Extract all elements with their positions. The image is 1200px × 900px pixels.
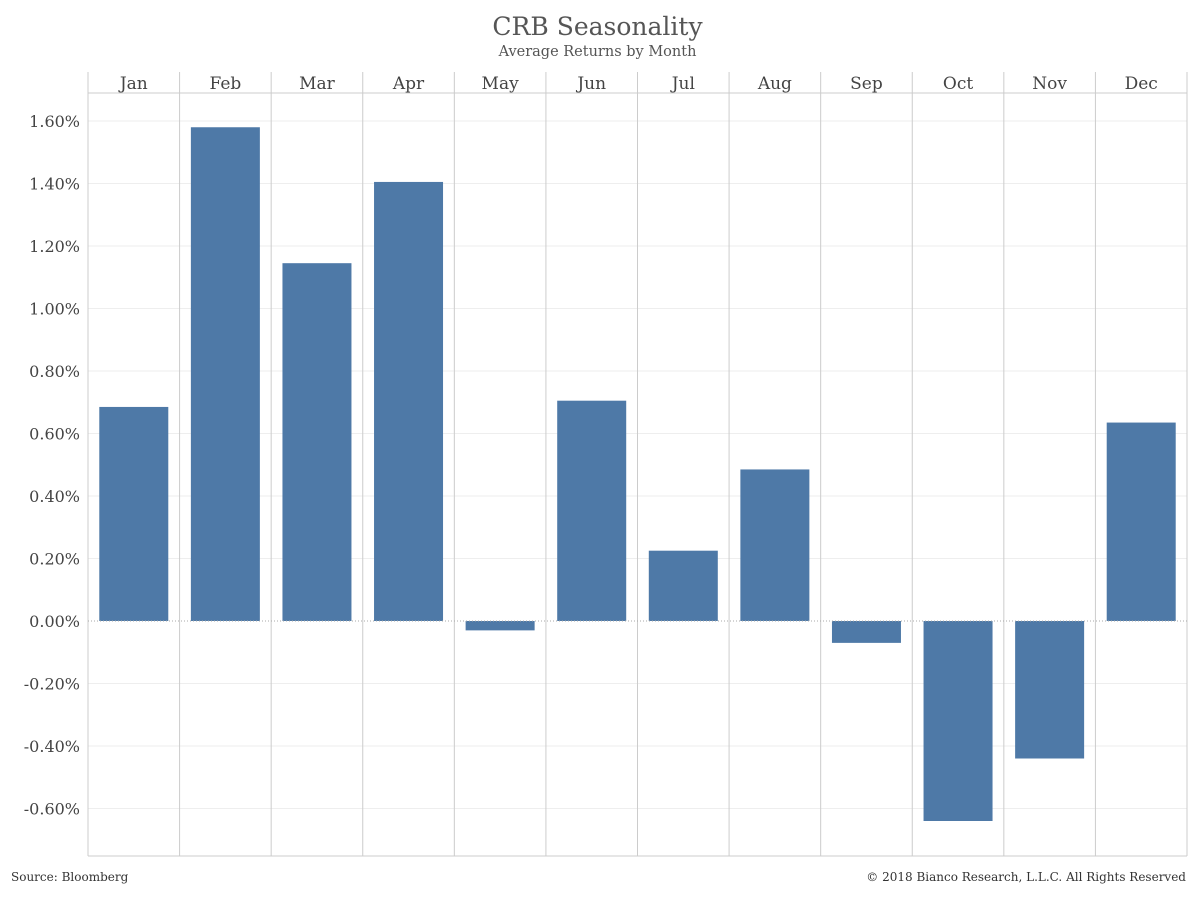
y-tick-label: 0.20%: [29, 550, 80, 569]
bar: [99, 406, 169, 621]
y-tick-label: 1.40%: [29, 175, 80, 194]
bar: [831, 621, 901, 643]
y-tick-label: 1.00%: [29, 300, 80, 319]
bar: [923, 621, 993, 821]
copyright-note: © 2018 Bianco Research, L.L.C. All Right…: [866, 870, 1186, 884]
y-tick-label: 0.00%: [29, 612, 80, 631]
x-tick-label: May: [482, 74, 520, 94]
x-tick-label: Nov: [1032, 74, 1067, 94]
y-tick-label: 0.60%: [29, 425, 80, 444]
y-tick-label: 1.60%: [29, 112, 80, 131]
chart-title: CRB Seasonality: [492, 12, 703, 41]
axes: 1.60% 1.40% 1.20% 1.00% 0.80% 0.60% 0.40% 0.20%…: [24, 74, 1187, 819]
bar: [740, 469, 810, 621]
bar: [648, 550, 718, 621]
bar: [282, 263, 352, 621]
x-tick-label: Sep: [850, 74, 883, 94]
bar: [465, 621, 535, 631]
y-tick-label: -0.20%: [24, 675, 80, 694]
x-tick-label: Feb: [209, 74, 241, 94]
source-note: Source: Bloomberg: [11, 870, 129, 884]
y-tick-label: 1.20%: [29, 237, 80, 256]
bar: [374, 181, 444, 621]
x-tick-label: Apr: [392, 74, 425, 94]
y-tick-label: 0.40%: [29, 487, 80, 506]
x-tick-label: Aug: [757, 74, 792, 94]
y-tick-label: -0.60%: [24, 800, 80, 819]
gridlines: [87, 72, 1188, 857]
x-tick-label: Oct: [943, 74, 973, 94]
x-tick-label: Mar: [299, 74, 336, 94]
x-tick-label: Jul: [670, 74, 695, 94]
chart-subtitle: Average Returns by Month: [498, 44, 697, 60]
x-tick-label: Dec: [1125, 74, 1158, 94]
y-tick-label: 0.80%: [29, 362, 80, 381]
y-tick-label: -0.40%: [24, 737, 80, 756]
x-tick-label: Jun: [575, 74, 606, 94]
bars: [99, 127, 1176, 821]
bar: [1015, 621, 1085, 759]
bar: [190, 127, 260, 621]
bar: [557, 400, 627, 621]
bar: [1106, 422, 1176, 621]
x-tick-label: Jan: [118, 74, 148, 94]
